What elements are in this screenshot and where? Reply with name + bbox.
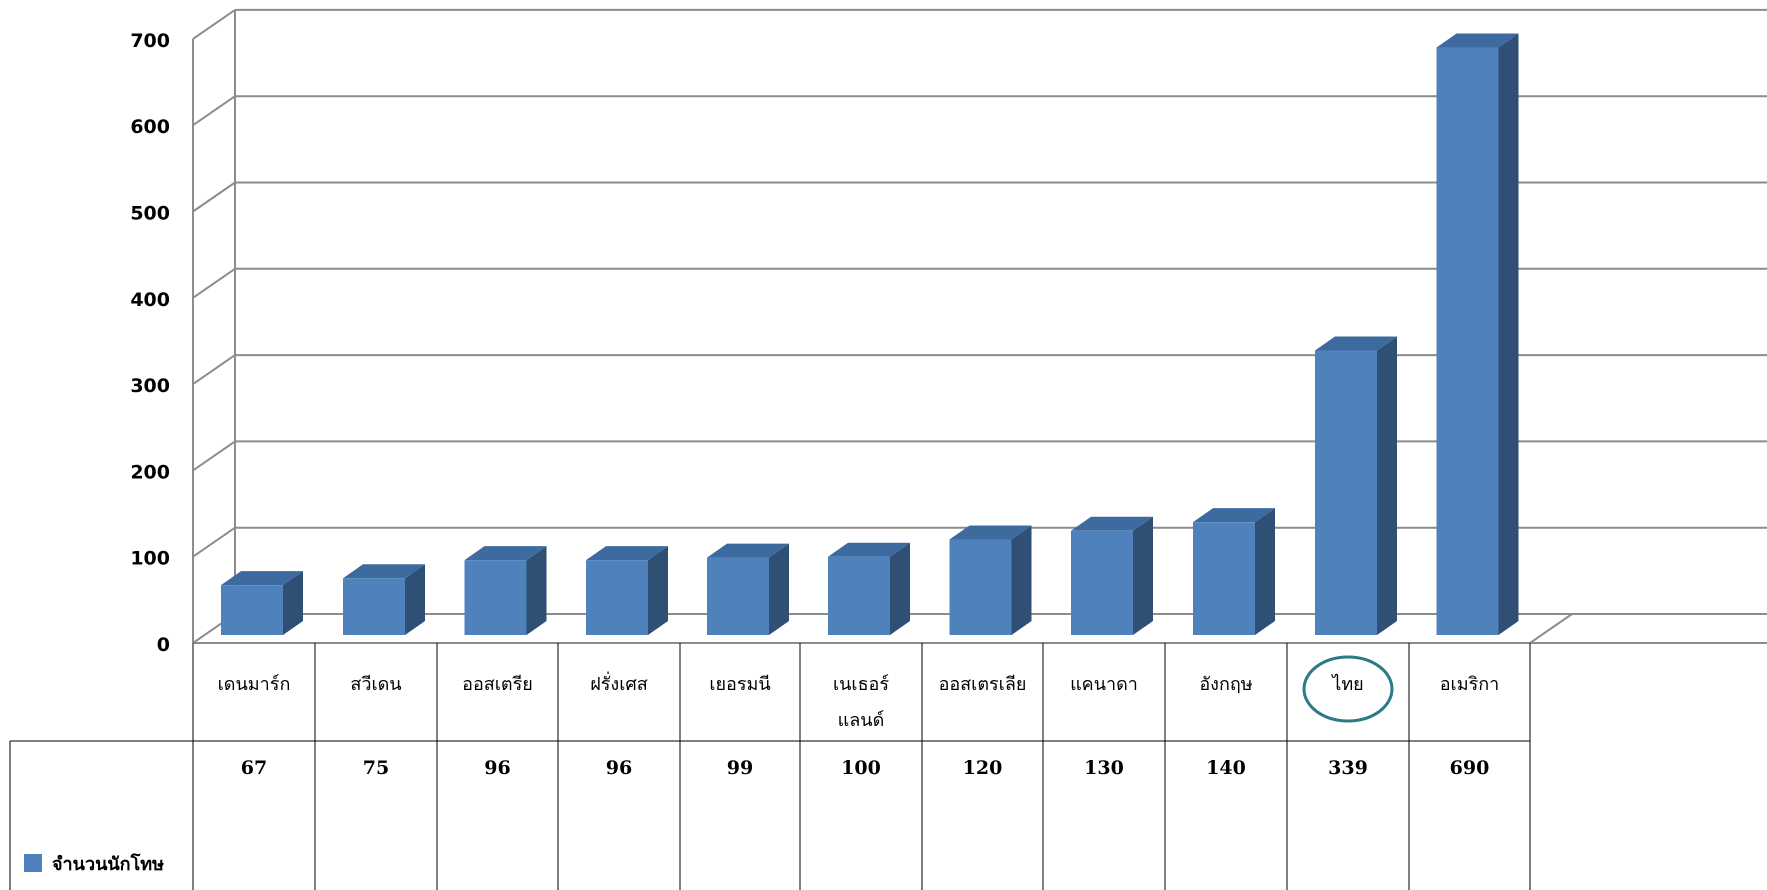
bar-front [464,560,527,635]
value-label: 140 [1206,757,1246,779]
bar-front [1071,530,1133,635]
value-label: 339 [1328,757,1368,779]
floor-edge-diagonal [1529,613,1573,644]
bar-front [828,556,890,635]
bar [1071,516,1153,635]
bar [221,571,303,635]
category-label: ฝรั่งเศส [590,671,648,695]
legend-swatch [24,854,42,872]
category-label: อเมริกา [1440,674,1500,695]
y-tick-label: 300 [130,375,170,397]
bar-top [1193,508,1275,523]
data-table [9,643,1531,890]
bar [586,546,668,635]
category-label: สวีเดน [350,674,401,695]
bar-front [1193,522,1255,635]
value-label: 67 [241,757,267,779]
bar-front [1315,350,1377,635]
bar-front [1436,47,1499,635]
bar-top [949,525,1032,540]
gridline-diagonal [192,440,236,472]
bar-top [707,543,789,558]
bar-side [526,546,547,635]
value-labels: 67 75 96 96 99 100 120 130 140 339 690 [241,757,1490,779]
value-label: 100 [841,757,881,779]
bar-side [283,571,303,635]
bars [221,33,1519,635]
bar-side [1011,525,1032,635]
category-label: ไทย [1330,673,1363,695]
value-label: 690 [1450,757,1490,779]
bar-side [405,564,425,635]
bar-side [890,542,910,635]
value-label: 96 [484,757,510,779]
bar [343,564,425,635]
bar-side [769,543,789,635]
value-label: 130 [1084,757,1124,779]
legend: จำนวนนักโทษ [24,853,164,875]
y-tick-label: 0 [157,634,170,656]
category-label: เนเธอร์ [833,674,889,695]
y-tick-label: 400 [130,289,170,311]
bar [949,525,1032,635]
category-label: เยอรมนี [709,674,770,695]
bar-top [221,571,303,586]
category-label: แคนาดา [1070,674,1138,695]
highlight-circle [1302,655,1394,723]
bar-top [1315,336,1397,351]
legend-label: จำนวนนักโทษ [52,853,164,875]
bar [464,546,547,635]
gridline-diagonal [192,267,236,299]
value-label: 99 [727,757,753,779]
category-label: ออสเตรเลีย [939,674,1027,695]
bar-side [1255,508,1275,635]
category-label: เดนมาร์ก [218,674,291,695]
y-tick-label: 100 [130,548,170,570]
bar-front [586,560,648,635]
bar-front [221,585,283,635]
gridline-diagonal [192,95,236,127]
gridline-diagonal [192,526,236,558]
category-label: แลนด์ [838,710,885,731]
bar [707,543,789,635]
bar-side [1133,516,1153,635]
bar [828,542,910,635]
y-tick-label: 700 [130,30,170,52]
value-label: 75 [363,757,389,779]
bar-side [1377,336,1397,635]
value-label: 120 [963,757,1003,779]
y-tick-label: 500 [130,203,170,225]
bar-front [949,539,1012,635]
category-labels: เดนมาร์ก สวีเดน ออสเตรีย ฝรั่งเศส เยอรมนี เนเ… [218,655,1500,731]
bar [1193,508,1275,635]
bar-front [707,557,769,635]
bar-top [343,564,425,579]
category-label: ออสเตรีย [462,674,533,695]
bar-side [648,546,668,635]
gridline-diagonal [192,9,236,40]
bar-front [343,578,405,635]
bar [1315,336,1397,635]
bar-top [464,546,547,561]
bar-top [1436,33,1519,48]
bar-side [1498,33,1519,635]
gridline-diagonal [192,181,236,213]
gridline-diagonal [192,354,236,385]
category-label: อังกฤษ [1199,674,1252,695]
y-tick-label: 600 [130,116,170,138]
value-label: 96 [606,757,632,779]
bar-top [586,546,668,561]
y-tick-label: 200 [130,461,170,483]
bar [1436,33,1519,635]
y-axis-ticks: 0 100 200 300 400 500 600 700 [130,30,170,656]
bar-top [828,542,910,557]
bar-top [1071,516,1153,531]
